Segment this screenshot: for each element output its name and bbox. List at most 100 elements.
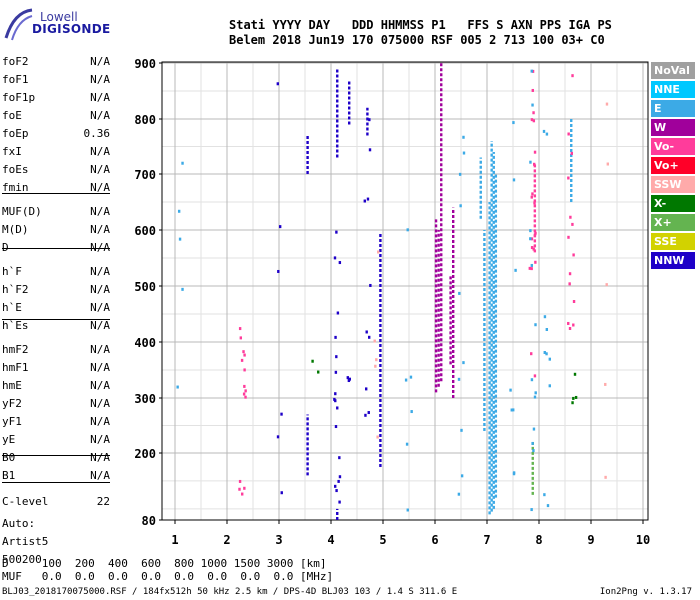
legend-item-noval: NoVal — [651, 62, 695, 79]
x-tick-label: 9 — [587, 533, 594, 547]
param-value: N/A — [90, 265, 110, 278]
x-tick-label: 5 — [379, 533, 386, 547]
param-name: yF2 — [2, 397, 22, 410]
param-row: foEs N/A — [2, 163, 110, 179]
y-tick-label: 80 — [142, 514, 156, 528]
param-row: yF1 N/A — [2, 415, 110, 431]
y-tick-label: 600 — [134, 224, 156, 238]
param-value: N/A — [90, 163, 110, 176]
legend-item-w: W — [651, 119, 695, 136]
legend-item-sse: SSE — [651, 233, 695, 250]
param-name: foEp — [2, 127, 29, 140]
polarization-legend: NoVal NNE E W Vo- Vo+ SSW X- X+ SSE NNW — [651, 62, 695, 271]
param-separator — [2, 482, 110, 483]
param-row: hmE N/A — [2, 379, 110, 395]
header-line2: Belem 2018 Jun19 170 075000 RSF 005 2 71… — [229, 33, 605, 47]
param-value: N/A — [90, 223, 110, 236]
param-value: N/A — [90, 55, 110, 68]
param-row: fmin N/A — [2, 181, 110, 197]
y-tick-label: 500 — [134, 280, 156, 294]
muf-table: D 100 200 400 600 800 1000 1500 3000 [km… — [2, 557, 333, 583]
param-value: N/A — [90, 397, 110, 410]
legend-item-e: E — [651, 100, 695, 117]
param-value: N/A — [90, 415, 110, 428]
param-row: yF2 N/A — [2, 397, 110, 413]
param-name: C-level — [2, 495, 49, 508]
param-name: yE — [2, 433, 16, 446]
y-tick-label: 900 — [134, 57, 156, 71]
param-value: 22 — [96, 495, 110, 508]
param-name: fxI — [2, 145, 22, 158]
param-value: N/A — [90, 469, 110, 482]
logo-line1: Lowell — [40, 10, 78, 24]
param-value: N/A — [90, 319, 110, 332]
param-row: hmF1 N/A — [2, 361, 110, 377]
param-row: fxI N/A — [2, 145, 110, 161]
param-separator — [2, 455, 110, 456]
legend-item-vo: Vo+ — [651, 157, 695, 174]
muf-values-row: MUF 0.0 0.0 0.0 0.0 0.0 0.0 0.0 0.0 [MHz… — [2, 570, 334, 583]
param-value: N/A — [90, 109, 110, 122]
param-name: foF2 — [2, 55, 29, 68]
param-row: foE N/A — [2, 109, 110, 125]
legend-item-x: X+ — [651, 214, 695, 231]
param-name: fmin — [2, 181, 29, 194]
param-name: MUF(D) — [2, 205, 42, 218]
x-tick-label: 2 — [223, 533, 230, 547]
x-tick-label: 1 — [171, 533, 178, 547]
legend-item-nnw: NNW — [651, 252, 695, 269]
param-row: C-level 22 — [2, 495, 110, 511]
param-value: N/A — [90, 145, 110, 158]
param-name: hmF1 — [2, 361, 29, 374]
param-row: 500200 — [2, 553, 110, 569]
x-tick-label: 3 — [275, 533, 282, 547]
param-row: Artist5 — [2, 535, 110, 551]
param-separator — [2, 319, 110, 320]
param-name: h`F2 — [2, 283, 29, 296]
param-name: yF1 — [2, 415, 22, 428]
digisonde-logo: Lowell DIGISONDE — [4, 8, 116, 44]
muf-distance-row: D 100 200 400 600 800 1000 1500 3000 [km… — [2, 557, 327, 570]
legend-item-x: X- — [651, 195, 695, 212]
y-tick-label: 700 — [134, 168, 156, 182]
param-row: h`E N/A — [2, 301, 110, 317]
param-value: N/A — [90, 379, 110, 392]
param-value: N/A — [90, 241, 110, 254]
x-tick-label: 7 — [483, 533, 490, 547]
x-tick-label: 6 — [431, 533, 438, 547]
param-row: foEp 0.36 — [2, 127, 110, 143]
y-tick-label: 200 — [134, 447, 156, 461]
x-tick-label: 4 — [327, 533, 334, 547]
logo-line2: DIGISONDE — [32, 22, 111, 36]
param-name: hmE — [2, 379, 22, 392]
param-value: N/A — [90, 301, 110, 314]
param-name: h`F — [2, 265, 22, 278]
param-value: N/A — [90, 205, 110, 218]
param-separator — [2, 248, 110, 249]
param-name: 500200 — [2, 553, 42, 566]
param-name: B0 — [2, 451, 16, 464]
param-row: h`F2 N/A — [2, 283, 110, 299]
param-row: hmF2 N/A — [2, 343, 110, 359]
param-value: N/A — [90, 343, 110, 356]
param-row: h`F N/A — [2, 265, 110, 281]
param-row: M(D) N/A — [2, 223, 110, 239]
param-name: D — [2, 241, 9, 254]
param-separator — [2, 193, 110, 194]
param-value: N/A — [90, 283, 110, 296]
y-tick-label: 800 — [134, 113, 156, 127]
param-row: D N/A — [2, 241, 110, 257]
x-tick-label: 10 — [636, 533, 650, 547]
digisonde-logo-icon — [4, 8, 33, 41]
legend-item-vo: Vo- — [651, 138, 695, 155]
plot-frame — [161, 61, 649, 521]
ionogram-header: Stati YYYY DAY DDD HHMMSS P1 FFS S AXN P… — [229, 18, 612, 48]
version-footer: Ion2Png v. 1.3.17 — [599, 587, 692, 597]
legend-item-ssw: SSW — [651, 176, 695, 193]
param-value: N/A — [90, 451, 110, 464]
param-value: N/A — [90, 73, 110, 86]
param-value: N/A — [90, 181, 110, 194]
param-row: foF1 N/A — [2, 73, 110, 89]
param-name: h`Es — [2, 319, 29, 332]
param-row: B0 N/A — [2, 451, 110, 467]
